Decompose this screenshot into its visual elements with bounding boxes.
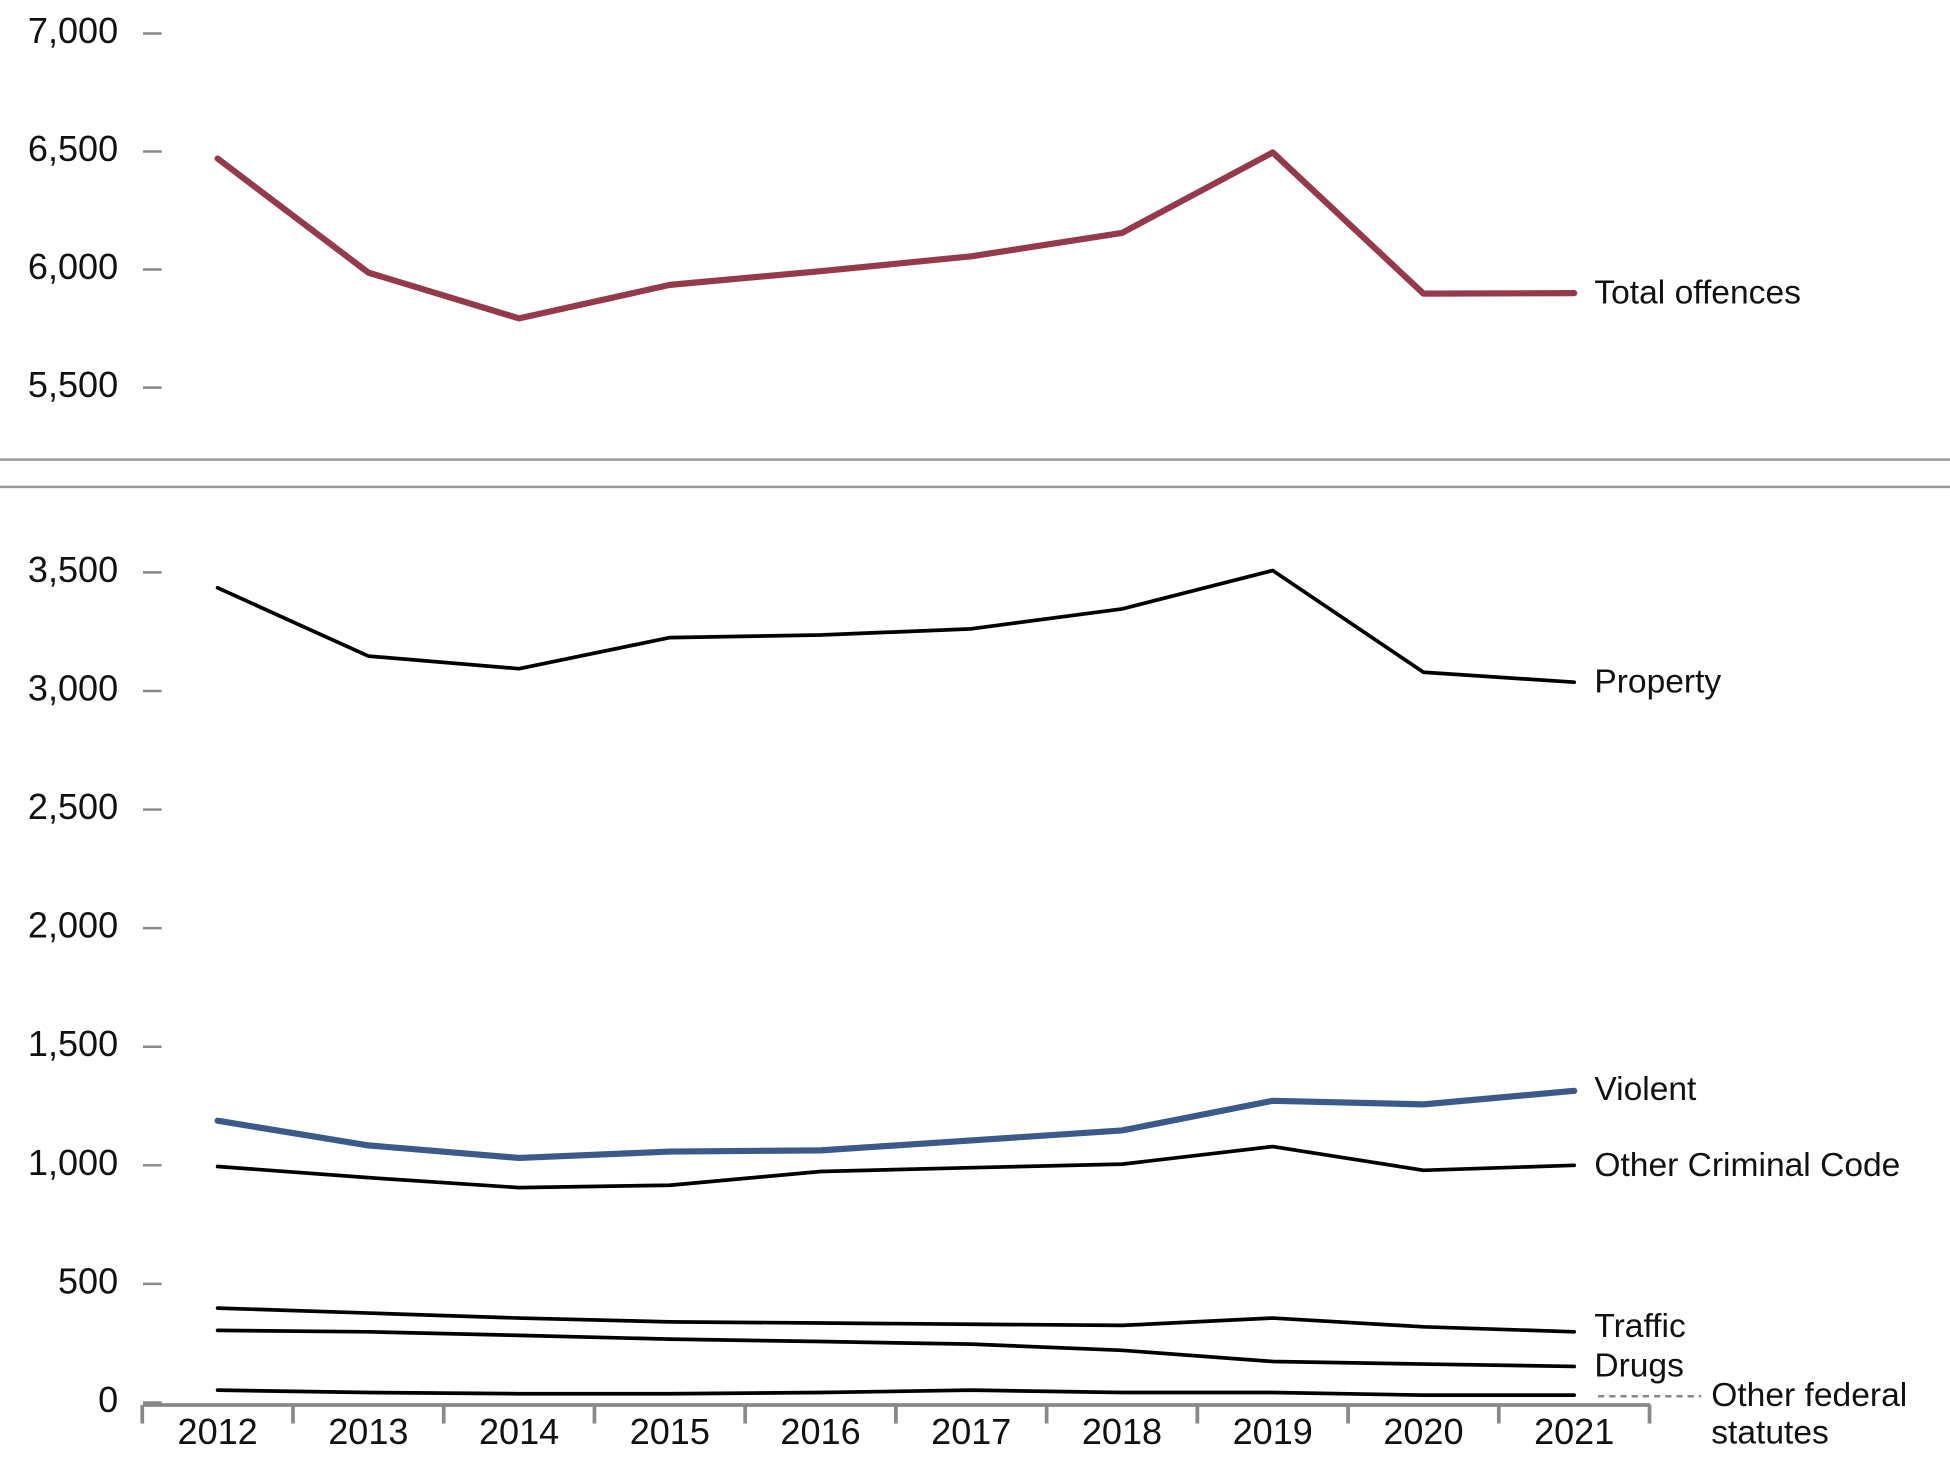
series-line [215,568,1577,685]
y-tick-label: 500 [58,1260,118,1301]
x-tick-label: 2014 [479,1411,559,1452]
x-tick-label: 2012 [178,1411,258,1452]
series-line [214,1087,1578,1162]
series-label: Traffic [1594,1307,1686,1345]
y-tick-label: 1,000 [28,1142,118,1183]
series-label-box: Other federal statutes [1711,1376,1908,1451]
x-tick-label: 2020 [1383,1411,1463,1452]
series-line [215,1306,1577,1334]
x-tick-label: 2013 [328,1411,408,1452]
series-label-box: Total offences [1594,273,1801,311]
y-tick-label: 6,000 [28,246,118,287]
y-tick-label: 3,500 [28,549,118,590]
series-label: Other federal statutes [1711,1376,1908,1451]
series-label: Other Criminal Code [1594,1145,1901,1183]
y-tick-label: 1,500 [28,1023,118,1064]
series-label: Violent [1594,1071,1697,1109]
series-label: Total offences [1594,273,1801,311]
x-tick-label: 2018 [1082,1411,1162,1452]
y-tick-label: 5,500 [28,364,118,405]
series-label-box: Property [1594,662,1722,700]
series-line [215,1388,1577,1397]
x-tick-label: 2016 [780,1411,860,1452]
series-label-box: Violent [1594,1071,1697,1109]
series-label: Drugs [1594,1346,1684,1384]
series-label-box: Traffic [1594,1307,1686,1345]
y-tick-label: 0 [98,1379,118,1420]
y-tick-label: 2,500 [28,786,118,827]
x-tick-label: 2017 [931,1411,1011,1452]
series-label-box: Other Criminal Code [1594,1145,1901,1183]
y-tick-label: 2,000 [28,905,118,946]
series-label: Property [1594,662,1722,700]
series-label-box: Drugs [1594,1346,1684,1384]
x-tick-label: 2019 [1233,1411,1313,1452]
y-tick-label: 7,000 [28,10,118,51]
series-line [214,149,1578,322]
series-line [215,1328,1577,1369]
y-tick-label: 3,000 [28,668,118,709]
series-line [215,1144,1577,1190]
y-tick-label: 6,500 [28,128,118,169]
x-tick-label: 2021 [1534,1411,1614,1452]
x-tick-label: 2015 [630,1411,710,1452]
